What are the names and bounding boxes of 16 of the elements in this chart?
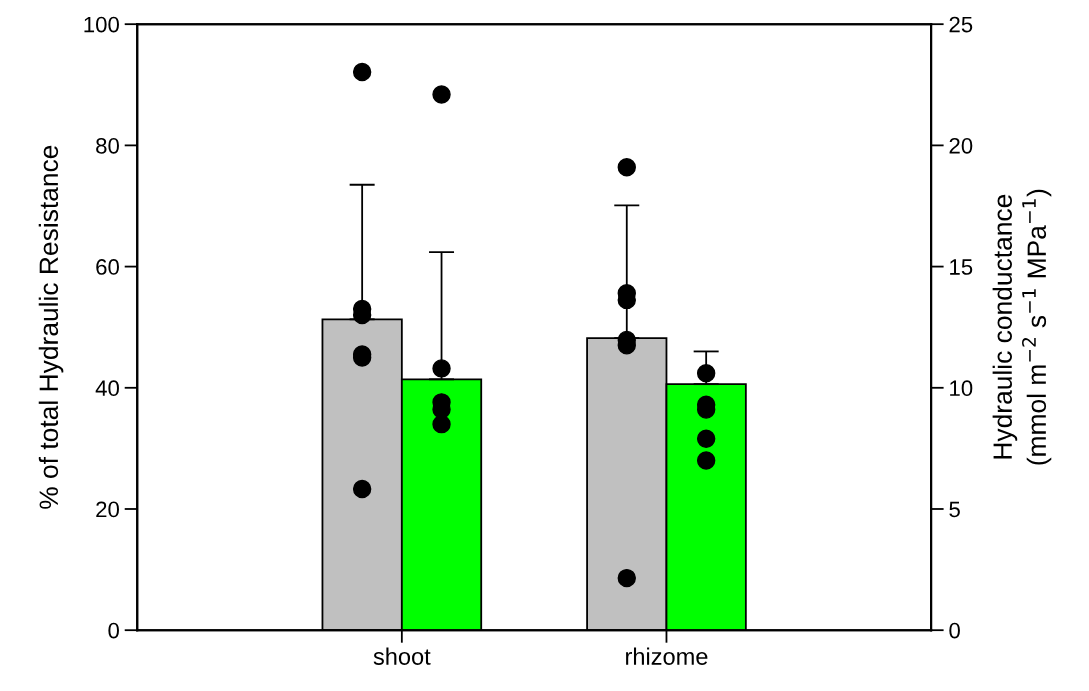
y2-tick-label: 10 [950, 380, 973, 397]
y2-tick-label: 5 [949, 501, 960, 518]
y-tick-label: 0 [108, 622, 119, 639]
y-tick-label: 80 [96, 137, 119, 154]
y-tick-label: 100 [84, 16, 119, 33]
y-tick-label: 20 [96, 501, 119, 518]
y-axis-title: % of total Hydraulic Resistance [38, 145, 64, 509]
y2-tick-label: 15 [950, 259, 973, 275]
y2-axis-title: Hydraulic conductance (mmol m$^{−2}$ s$^{−1}$ MPa$^{−1}$) [992, 189, 1052, 465]
y-tick-label: 60 [96, 259, 119, 275]
x-tick-label: shoot [373, 647, 431, 665]
y-tick-label: 40 [95, 380, 119, 397]
y2-tick-label: 20 [949, 137, 973, 154]
y2-tick-label: 0 [949, 622, 960, 639]
y2-tick-label: 25 [949, 16, 973, 33]
x-tick-label: rhizome [626, 647, 708, 665]
